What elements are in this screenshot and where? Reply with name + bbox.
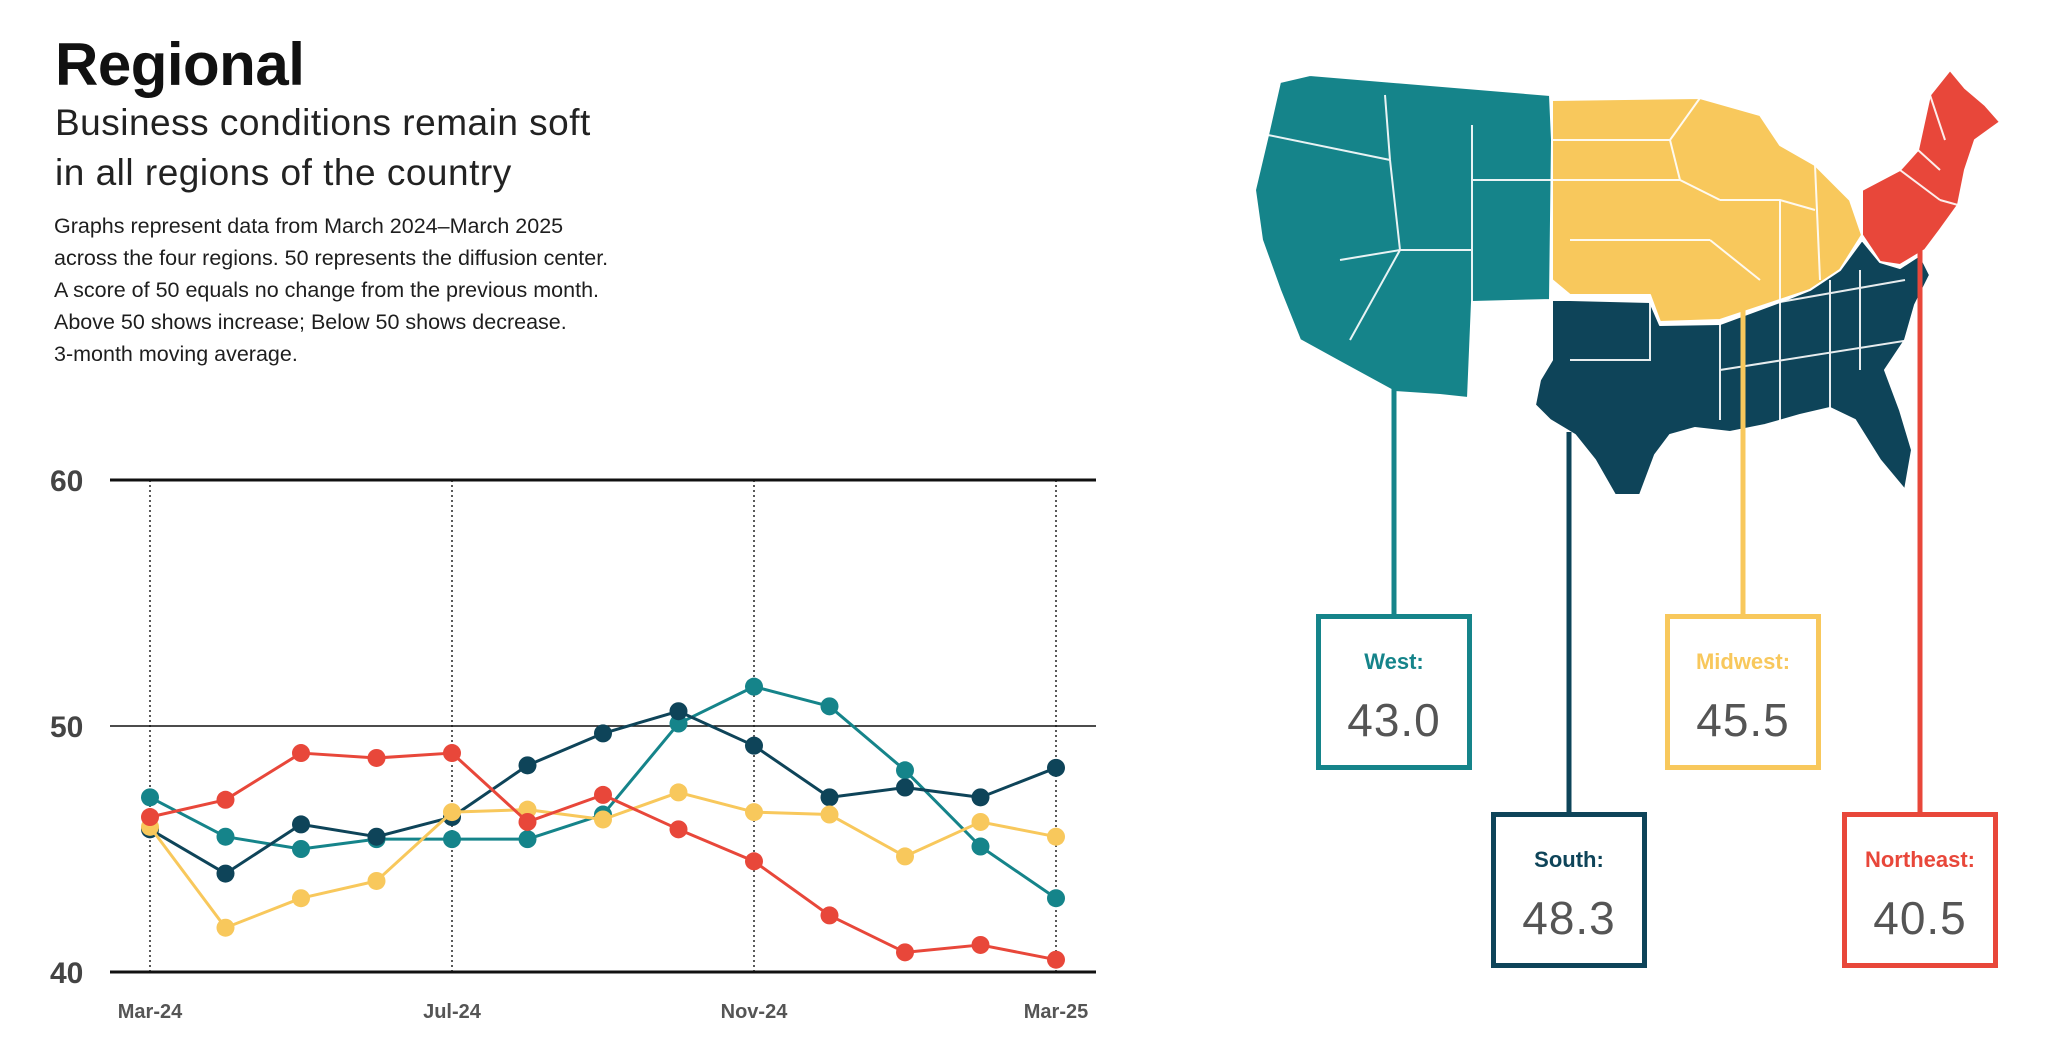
data-point-midwest: [1047, 827, 1065, 846]
west-callout-label: West:: [1364, 649, 1424, 674]
data-point-west: [443, 830, 461, 849]
data-point-south: [518, 756, 537, 775]
y-tick-label: 50: [50, 711, 83, 744]
data-point-south: [669, 702, 688, 721]
data-point-northeast: [141, 808, 159, 827]
data-point-midwest: [443, 803, 461, 822]
subtitle-line: Business conditions remain soft: [55, 102, 591, 143]
description-line: Above 50 shows increase; Below 50 shows …: [54, 310, 567, 334]
data-point-west: [896, 761, 914, 780]
data-point-west: [216, 827, 235, 846]
y-tick-label: 60: [50, 465, 83, 498]
data-point-west: [292, 840, 310, 858]
northeast-callout: Northeast: 40.5: [1842, 812, 1998, 968]
data-point-northeast: [896, 943, 914, 962]
x-tick-label: Mar-25: [1024, 1001, 1088, 1023]
south-callout: South: 48.3: [1491, 812, 1647, 968]
data-point-west: [971, 837, 990, 856]
us-region-map: [1254, 69, 2001, 496]
map-region-northeast: [1861, 69, 2001, 266]
data-point-south: [216, 864, 235, 883]
data-point-northeast: [669, 820, 688, 839]
data-point-midwest: [820, 805, 839, 824]
data-point-northeast: [745, 852, 763, 871]
south-callout-label: South:: [1534, 847, 1604, 872]
subtitle-line: in all regions of the country: [55, 152, 512, 193]
data-point-west: [669, 714, 688, 733]
data-point-south: [594, 724, 612, 743]
data-point-midwest: [292, 889, 310, 908]
data-point-south: [896, 778, 914, 797]
data-point-northeast: [971, 935, 990, 954]
data-point-south: [745, 736, 763, 755]
description-line: across the four regions. 50 represents t…: [54, 246, 609, 270]
description-line: A score of 50 equals no change from the …: [54, 278, 599, 302]
midwest-callout-label: Midwest:: [1695, 649, 1791, 674]
data-point-northeast: [594, 785, 612, 804]
data-point-midwest: [896, 847, 914, 866]
chart-description: Graphs represent data from March 2024–Ma…: [54, 210, 774, 370]
data-point-midwest: [367, 871, 386, 890]
subtitle: Business conditions remain soft in all r…: [55, 98, 675, 198]
midwest-callout: Midwest: 45.5: [1665, 614, 1821, 770]
data-point-south: [820, 788, 839, 807]
regional-line-chart: 60 50 40 Mar-24 Jul-24 Nov-24 Mar-25: [50, 465, 1096, 1023]
data-point-northeast: [443, 744, 461, 763]
data-point-midwest: [594, 810, 612, 829]
data-point-west: [1047, 889, 1065, 908]
south-callout-value: 48.3: [1522, 892, 1616, 944]
description-line: 3-month moving average.: [54, 342, 298, 366]
data-point-midwest: [216, 918, 235, 937]
x-tick-label: Mar-24: [118, 1001, 183, 1023]
data-point-midwest: [669, 783, 688, 802]
data-point-west: [820, 697, 839, 716]
northeast-callout-label: Northeast:: [1864, 847, 1975, 872]
data-point-west: [745, 677, 763, 696]
data-point-midwest: [518, 800, 537, 819]
data-point-northeast: [518, 812, 537, 831]
description-line: Graphs represent data from March 2024–Ma…: [54, 214, 564, 238]
data-point-south: [292, 815, 310, 834]
data-point-midwest: [745, 803, 763, 822]
map-state-lines: [1267, 94, 1959, 420]
west-callout-value: 43.0: [1347, 694, 1441, 746]
data-point-south: [367, 827, 386, 846]
data-point-south: [1047, 758, 1065, 777]
page-title: Regional: [55, 31, 305, 98]
data-point-south: [971, 788, 990, 807]
data-point-west: [518, 830, 537, 849]
data-point-west: [141, 788, 159, 807]
data-point-northeast: [292, 744, 310, 763]
west-callout: West: 43.0: [1316, 614, 1472, 770]
midwest-callout-value: 45.5: [1696, 694, 1790, 746]
data-point-northeast: [216, 790, 235, 809]
x-tick-label: Jul-24: [423, 1001, 482, 1023]
data-point-northeast: [1047, 950, 1065, 969]
data-point-northeast: [820, 906, 839, 925]
data-point-midwest: [971, 812, 990, 831]
data-point-northeast: [367, 748, 386, 767]
northeast-callout-value: 40.5: [1873, 892, 1967, 944]
y-tick-label: 40: [50, 957, 83, 990]
x-tick-label: Nov-24: [721, 1001, 789, 1023]
